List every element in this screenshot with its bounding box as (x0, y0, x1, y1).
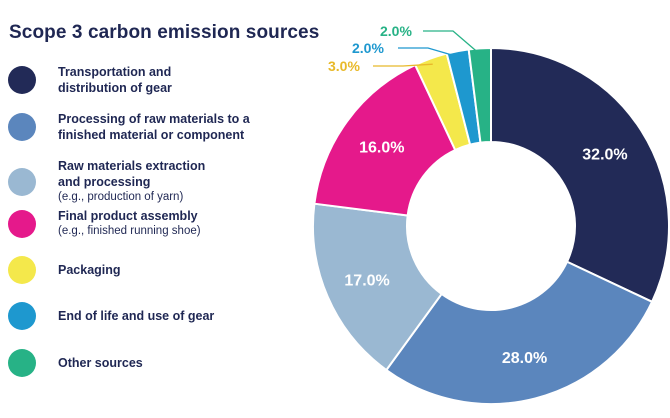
legend-item: Transportation and distribution of gear (8, 64, 172, 96)
donut-slice (384, 260, 654, 405)
legend-swatch (8, 349, 36, 377)
legend: Transportation and distribution of gear P… (0, 0, 300, 418)
legend-label: Other sources (58, 356, 143, 370)
legend-text: Final product assembly (e.g., finished ru… (58, 208, 201, 239)
legend-swatch (8, 66, 36, 94)
legend-item: End of life and use of gear (8, 302, 214, 330)
callout-line (373, 63, 433, 67)
legend-item: Packaging (8, 256, 121, 284)
legend-item: Raw materials extraction and processing (… (8, 158, 205, 205)
legend-label: Raw materials extraction and processing (58, 159, 206, 189)
callout-line (423, 30, 481, 55)
callout-value-label: 2.0% (380, 23, 412, 39)
legend-label: Final product assembly (58, 209, 198, 223)
legend-text: End of life and use of gear (58, 308, 214, 324)
callout-line (398, 47, 459, 58)
slice-value-label: 28.0% (502, 350, 547, 367)
slice-value-label: 17.0% (344, 273, 389, 290)
legend-text: Transportation and distribution of gear (58, 64, 172, 96)
legend-text: Processing of raw materials to a finishe… (58, 111, 250, 143)
callout-value-label: 2.0% (352, 40, 384, 56)
donut-slice (312, 202, 444, 372)
legend-swatch (8, 209, 36, 238)
legend-label: Packaging (58, 263, 121, 277)
donut-slice (467, 46, 492, 144)
legend-swatch (8, 113, 36, 141)
slice-value-label: 16.0% (359, 140, 404, 157)
legend-swatch (8, 302, 36, 330)
legend-text: Packaging (58, 262, 121, 278)
legend-item: Final product assembly (e.g., finished ru… (8, 208, 201, 239)
donut-slice (490, 46, 670, 304)
legend-note: (e.g., finished running shoe) (58, 225, 201, 237)
legend-item: Processing of raw materials to a finishe… (8, 111, 250, 143)
slice-value-label: 32.0% (582, 147, 627, 164)
chart-title: Scope 3 carbon emission sources (9, 22, 320, 43)
legend-item: Other sources (8, 349, 143, 377)
legend-label: Processing of raw materials to a finishe… (58, 112, 250, 142)
legend-label: End of life and use of gear (58, 309, 215, 323)
donut-slice (313, 63, 457, 217)
legend-swatch (8, 256, 36, 284)
callout-value-label: 3.0% (328, 58, 360, 74)
legend-note: (e.g., production of yarn) (58, 191, 184, 203)
legend-swatch (8, 167, 36, 196)
legend-text: Raw materials extraction and processing (… (58, 158, 205, 205)
legend-label: Transportation and distribution of gear (58, 65, 172, 95)
legend-text: Other sources (58, 355, 143, 371)
